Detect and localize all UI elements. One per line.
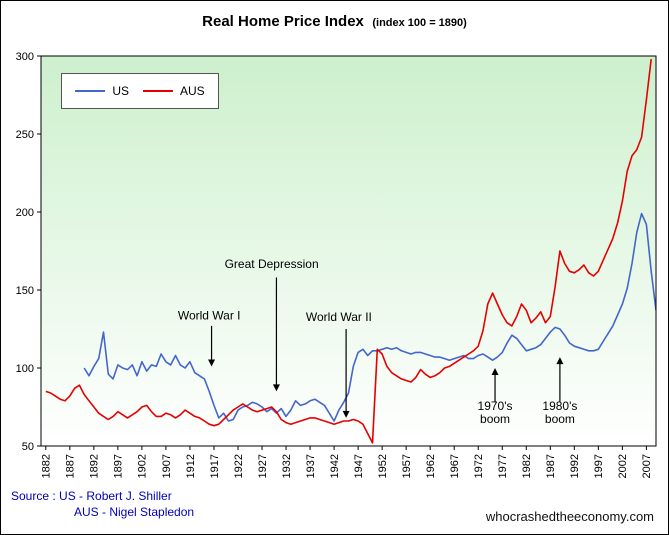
x-tick-label: 1972 — [473, 454, 485, 478]
x-tick-label: 1937 — [305, 454, 317, 478]
us-line-sample — [75, 90, 106, 92]
y-tick-label: 100 — [16, 363, 34, 375]
plot-background — [41, 56, 656, 446]
legend: US AUS — [61, 73, 219, 109]
x-tick-label: 1967 — [449, 454, 461, 478]
x-tick-label: 1992 — [569, 454, 581, 478]
annotation-worldwarii: World War II — [306, 310, 372, 418]
x-tick-label: 1997 — [593, 454, 605, 478]
x-tick-label: 1927 — [257, 454, 269, 478]
legend-item-us: US — [75, 84, 129, 98]
aus-line-sample — [142, 90, 173, 92]
annotation-arrow-head — [208, 359, 216, 367]
source-line-2: AUS - Nigel Stapledon — [74, 505, 195, 519]
chart-title: Real Home Price Index — [202, 13, 364, 30]
aus-line — [45, 59, 652, 444]
x-tick-label: 1892 — [89, 454, 101, 478]
annotation-text: World War II — [306, 310, 372, 324]
series-group — [45, 59, 656, 444]
x-tick-label: 1917 — [209, 454, 221, 478]
y-tick-label: 250 — [16, 129, 34, 141]
plot-area: 50 100 150 200 250 300 1882 1887 1892 1897 1902 190… — [16, 51, 657, 478]
annotation-arrow-head — [491, 368, 499, 375]
x-tick-label: 1887 — [65, 454, 77, 478]
x-tick-label: 1897 — [113, 454, 125, 478]
x-tick-label: 1882 — [41, 454, 53, 478]
annotation-arrow-head — [342, 410, 350, 418]
legend-aus-label: AUS — [179, 84, 205, 98]
legend-item-aus: AUS — [142, 84, 205, 98]
x-tick-label: 2002 — [617, 454, 629, 478]
source-note: Source : US - Robert J. Shiller AUS - Ni… — [11, 488, 194, 520]
chart-subtitle: (index 100 = 1890) — [372, 17, 467, 29]
y-tick-label: 200 — [16, 207, 34, 219]
legend-us-label: US — [112, 84, 129, 98]
source-line-1: Source : US - Robert J. Shiller — [11, 489, 172, 503]
chart-title-block: Real Home Price Index (index 100 = 1890) — [1, 13, 668, 31]
y-tick-label: 300 — [16, 51, 34, 63]
annotation-text: 1980's — [542, 399, 577, 413]
annotation-text: boom — [480, 412, 510, 426]
watermark: whocrashedtheeconomy.com — [485, 509, 654, 524]
annotation-arrow-head — [272, 384, 280, 392]
plot-border — [40, 55, 657, 447]
us-line — [83, 212, 656, 422]
x-tick-label: 1977 — [497, 454, 509, 478]
x-tick-label: 1982 — [521, 454, 533, 478]
y-tick-label: 50 — [22, 441, 34, 453]
x-tick-label: 1942 — [329, 454, 341, 478]
annotation-text: 1970's — [478, 399, 513, 413]
x-tick-label: 1907 — [161, 454, 173, 478]
x-tick-label: 1947 — [353, 454, 365, 478]
x-tick-label: 1912 — [185, 454, 197, 478]
annotation-text: boom — [545, 412, 575, 426]
x-tick-label: 1957 — [401, 454, 413, 478]
annotation-worldwari: World War I — [178, 309, 241, 367]
annotation-arrow-head — [556, 357, 564, 365]
x-tick-label: 1987 — [545, 454, 557, 478]
annotation-text: World War I — [178, 309, 241, 323]
y-tick-label: 150 — [16, 285, 34, 297]
annotation-greatdepression: Great Depression — [225, 257, 319, 392]
x-tick-label: 1922 — [233, 454, 245, 478]
x-tick-label: 1902 — [137, 454, 149, 478]
annotation-text: Great Depression — [225, 257, 319, 271]
x-tick-label: 1932 — [281, 454, 293, 478]
x-tick-label: 2007 — [641, 454, 653, 478]
x-tick-label: 1952 — [377, 454, 389, 478]
x-tick-label: 1962 — [425, 454, 437, 478]
